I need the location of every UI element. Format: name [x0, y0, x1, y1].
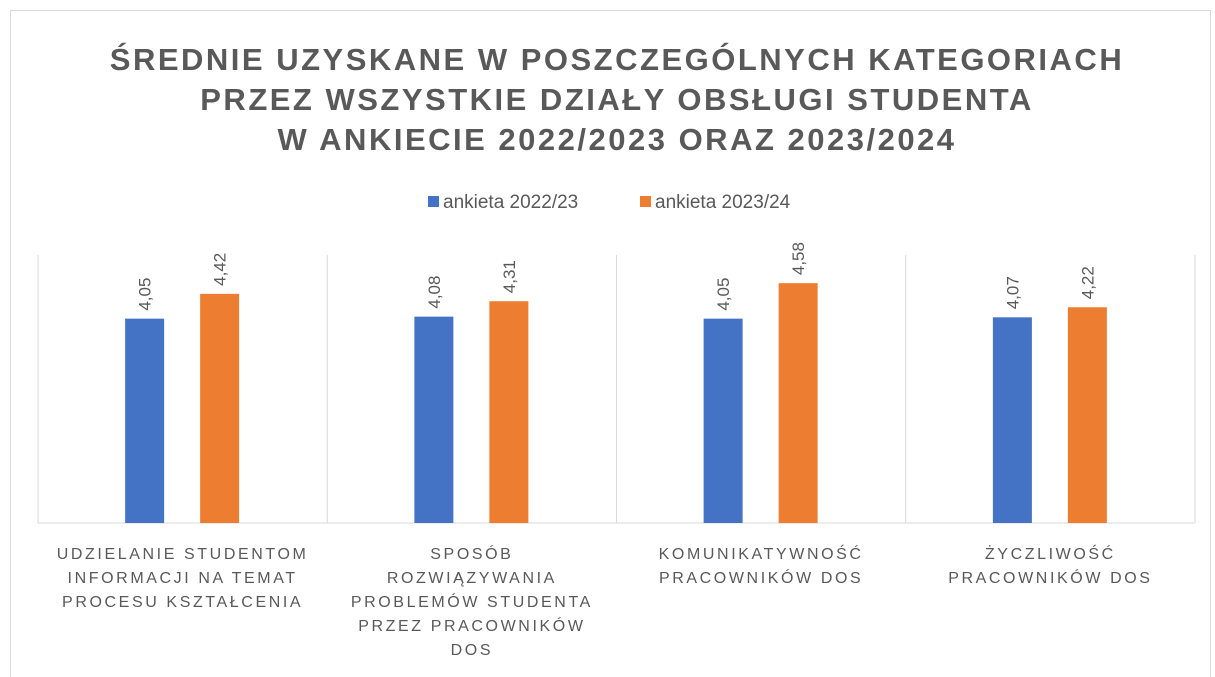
bar	[414, 316, 454, 523]
chart-title: ŚREDNIE UZYSKANE W POSZCZEGÓLNYCH KATEGO…	[110, 41, 1124, 157]
x-tick-label: UDZIELANIE STUDENTOM INFORMACJI NA TEMAT P…	[57, 546, 309, 611]
data-label: 4,58	[789, 242, 808, 275]
bar	[489, 301, 529, 523]
data-label: 4,07	[1003, 276, 1022, 309]
x-tick-label: ŻYCZLIWOŚĆ PRACOWNIKÓW DOS	[948, 544, 1152, 587]
bar	[125, 318, 165, 523]
data-label: 4,08	[425, 276, 444, 309]
legend-label: ankieta 2023/24	[655, 192, 791, 213]
bar	[703, 318, 743, 523]
legend-swatch	[640, 196, 651, 207]
x-tick-label: SPOSÓB ROZWIĄZYWANIA PROBLEMÓW STUDENTA PRZ…	[351, 544, 593, 659]
x-tick-label: KOMUNIKATYWNOŚĆ PRACOWNIKÓW DOS	[659, 544, 864, 587]
legend-label: ankieta 2022/23	[443, 192, 578, 213]
bar	[778, 283, 818, 523]
bar	[200, 293, 240, 523]
data-label: 4,42	[211, 253, 230, 286]
bar	[1067, 307, 1107, 523]
legend-swatch	[428, 196, 439, 207]
data-label: 4,22	[1078, 266, 1097, 299]
data-label: 4,05	[136, 278, 155, 311]
bar	[992, 317, 1032, 523]
data-label: 4,05	[714, 278, 733, 311]
data-label: 4,31	[500, 260, 519, 293]
